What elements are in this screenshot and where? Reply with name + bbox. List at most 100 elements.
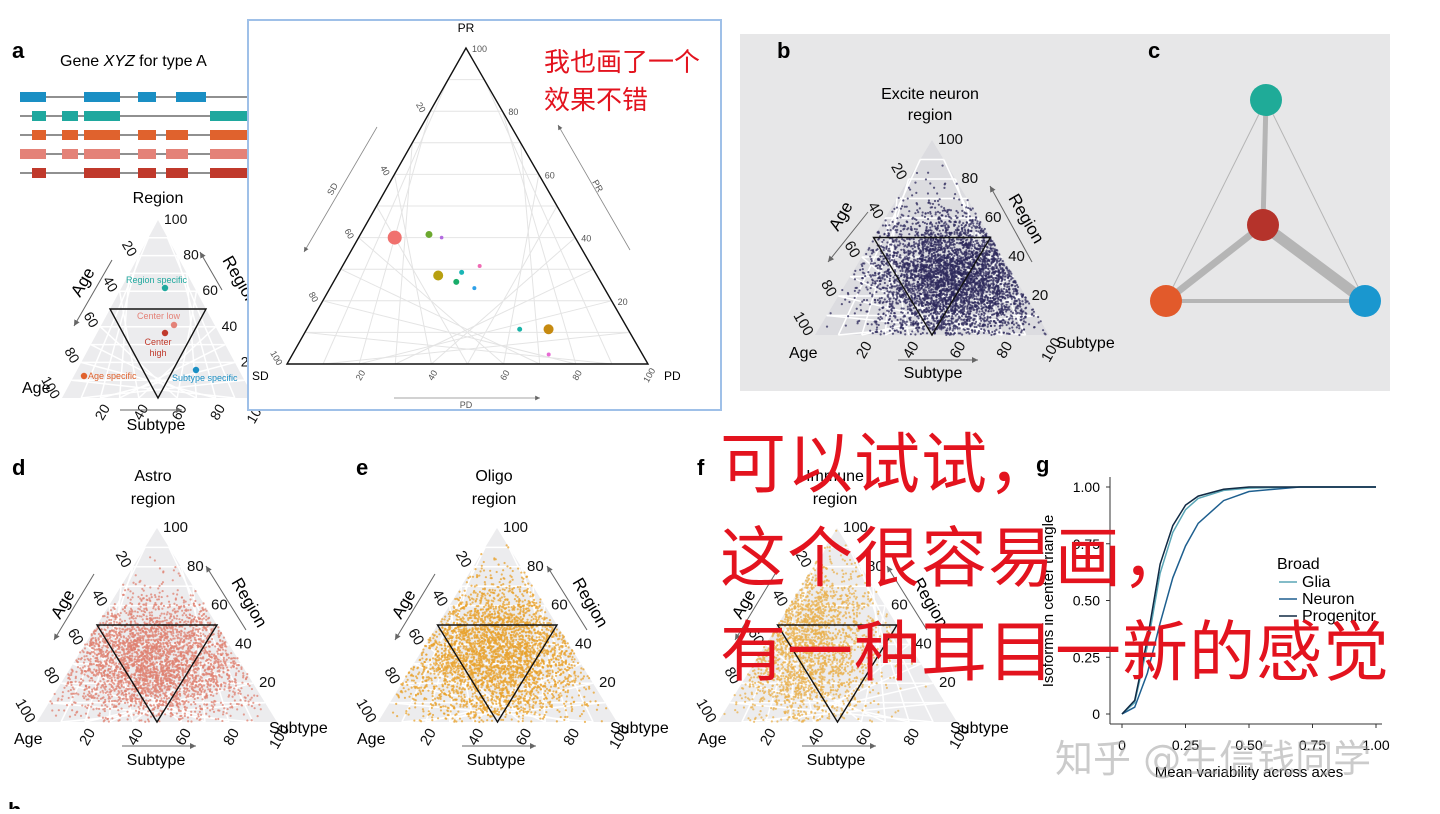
scatter-point — [1005, 310, 1007, 312]
scatter-point — [911, 288, 913, 290]
scatter-point — [936, 272, 938, 274]
scatter-point — [920, 274, 922, 276]
scatter-point — [983, 264, 985, 266]
scatter-point — [926, 260, 928, 262]
scatter-point — [931, 315, 933, 317]
scatter-point — [903, 266, 905, 268]
scatter-point — [951, 322, 953, 324]
scatter-point — [988, 254, 990, 256]
scatter-point — [957, 216, 959, 218]
scatter-point — [122, 584, 124, 586]
scatter-point — [247, 683, 249, 685]
scatter-point — [996, 312, 998, 314]
scatter-point — [915, 268, 917, 270]
scatter-point — [913, 245, 915, 247]
scatter-point — [954, 308, 956, 310]
scatter-point — [902, 328, 904, 330]
scatter-point — [904, 275, 906, 277]
scatter-point — [896, 255, 898, 257]
scatter-point — [895, 229, 897, 231]
scatter-point — [921, 265, 923, 267]
scatter-point — [892, 256, 894, 258]
scatter-point — [154, 596, 156, 598]
isoform-exon — [84, 149, 120, 159]
scatter-point — [928, 267, 930, 269]
scatter-point — [933, 261, 935, 263]
scatter-point — [1014, 280, 1016, 282]
scatter-point — [1008, 269, 1010, 271]
scatter-point — [878, 324, 880, 326]
scatter-point — [1002, 303, 1004, 305]
scatter-point — [929, 250, 931, 252]
scatter-point — [931, 305, 933, 307]
scatter-point — [217, 653, 219, 655]
scatter-point — [990, 310, 992, 312]
scatter-point — [919, 298, 921, 300]
scatter-point — [939, 278, 941, 280]
scatter-point — [951, 264, 953, 266]
scatter-point — [994, 298, 996, 300]
scatter-point — [913, 241, 915, 243]
scatter-point — [1013, 331, 1015, 333]
scatter-point — [981, 240, 983, 242]
scatter-point — [943, 207, 945, 209]
scatter-point — [946, 294, 948, 296]
scatter-point — [961, 204, 963, 206]
scatter-point — [1015, 306, 1017, 308]
scatter-point — [953, 325, 955, 327]
scatter-point — [900, 318, 902, 320]
scatter-point — [943, 187, 945, 189]
scatter-point — [991, 279, 993, 281]
scatter-point — [246, 719, 248, 721]
scatter-point — [979, 221, 981, 223]
scatter-point — [941, 298, 943, 300]
scatter-point — [966, 328, 968, 330]
scatter-point — [959, 306, 961, 308]
scatter-point — [993, 321, 995, 323]
scatter-point — [134, 622, 136, 624]
scatter-point — [1007, 294, 1009, 296]
scatter-point — [907, 306, 909, 308]
scatter-point — [890, 312, 892, 314]
scatter-point — [951, 318, 953, 320]
scatter-point — [917, 295, 919, 297]
scatter-point — [986, 263, 988, 265]
annotation-region-specific: Region specific — [126, 275, 188, 285]
scatter-point — [969, 267, 971, 269]
scatter-point — [934, 241, 936, 243]
scatter-point — [965, 294, 967, 296]
scatter-point — [926, 247, 928, 249]
scatter-point — [931, 215, 933, 217]
scatter-point — [160, 697, 162, 699]
scatter-point — [935, 305, 937, 307]
scatter-point — [961, 224, 963, 226]
scatter-point — [940, 264, 942, 266]
scatter-point — [936, 192, 938, 194]
scatter-point — [914, 250, 916, 252]
scatter-point — [892, 301, 894, 303]
scatter-point — [965, 239, 967, 241]
scatter-point — [908, 233, 910, 235]
scatter-point — [1000, 291, 1002, 293]
scatter-point — [892, 221, 894, 223]
scatter-point — [981, 295, 983, 297]
scatter-point — [927, 255, 929, 257]
scatter-point — [891, 285, 893, 287]
scatter-point — [917, 317, 919, 319]
scatter-point — [902, 243, 904, 245]
isoform-exon — [210, 168, 250, 178]
scatter-point — [968, 225, 970, 227]
panel-a-axis-left: Age — [67, 264, 99, 300]
scatter-point — [1017, 312, 1019, 314]
scatter-point — [1020, 316, 1022, 318]
scatter-point — [919, 207, 921, 209]
scatter-point — [935, 295, 937, 297]
scatter-point — [933, 302, 935, 304]
scatter-point — [993, 266, 995, 268]
scatter-point — [912, 248, 914, 250]
scatter-point — [907, 289, 909, 291]
scatter-point — [904, 225, 906, 227]
scatter-point — [913, 279, 915, 281]
scatter-point — [986, 257, 988, 259]
scatter-point — [973, 280, 975, 282]
